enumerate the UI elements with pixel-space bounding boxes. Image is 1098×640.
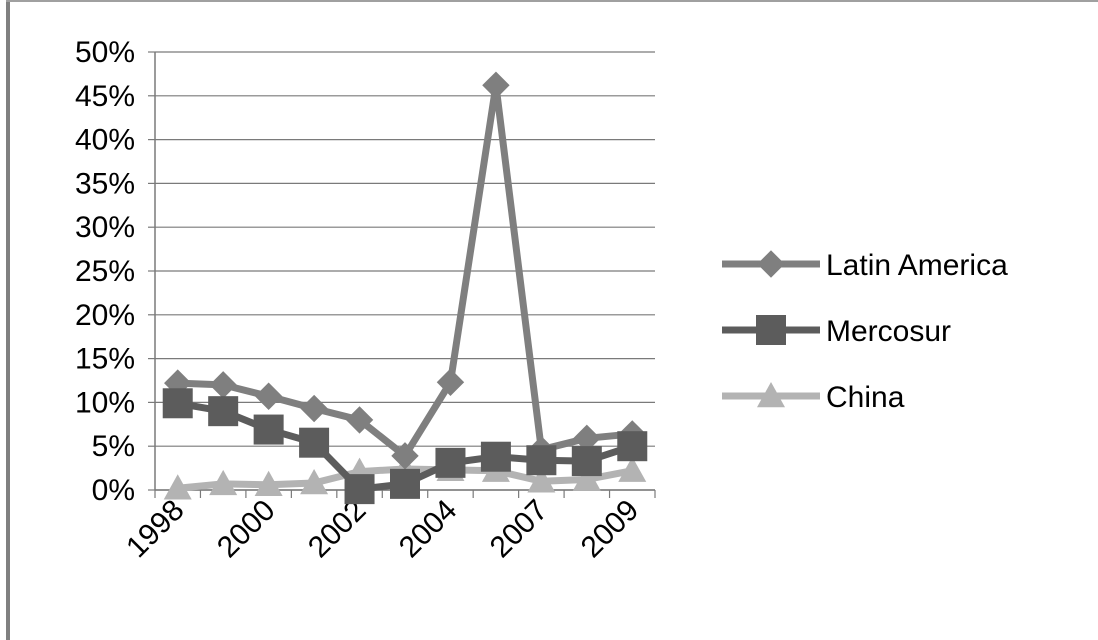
legend-marker	[757, 250, 785, 278]
y-tick-label: 40%	[75, 124, 135, 157]
y-tick-label: 45%	[75, 80, 135, 113]
data-point	[482, 71, 510, 99]
data-point	[208, 396, 239, 427]
legend-item: Latin America	[722, 249, 1008, 282]
y-tick-label: 25%	[75, 255, 135, 288]
data-point	[480, 441, 511, 472]
data-point	[436, 368, 465, 396]
data-point	[209, 469, 238, 496]
legend-marker	[757, 382, 785, 408]
data-point	[617, 431, 648, 462]
y-tick-label: 10%	[75, 386, 135, 419]
data-point	[300, 468, 329, 495]
data-point	[572, 465, 601, 491]
data-point	[299, 427, 330, 458]
legend-marker	[756, 315, 786, 345]
legend-item: China	[722, 381, 905, 414]
y-tick-label: 35%	[75, 167, 135, 200]
y-tick-label: 15%	[75, 343, 135, 376]
data-point	[571, 446, 602, 477]
x-tick-label: 2009	[575, 494, 646, 565]
legend: Latin America Mercosur China	[722, 249, 1008, 414]
y-tick-label: 50%	[75, 36, 135, 69]
data-point	[344, 474, 375, 505]
data-point	[209, 371, 237, 399]
y-axis: 0% 5% 10% 15% 20% 25% 30% 35% 40% 45% 50%	[75, 36, 156, 507]
data-point	[618, 456, 647, 482]
data-point	[526, 445, 557, 476]
data-point	[527, 467, 556, 493]
frame-top-border	[6, 0, 1098, 2]
data-point	[345, 406, 374, 434]
data-point	[300, 394, 328, 423]
x-tick-label: 2007	[484, 494, 555, 565]
legend-label: Mercosur	[826, 315, 951, 348]
frame-left-border	[6, 0, 10, 640]
legend-label: China	[826, 381, 905, 414]
plot-area	[162, 71, 648, 505]
series-mercosur	[162, 388, 648, 505]
data-point	[254, 470, 283, 496]
data-point	[254, 382, 283, 410]
data-point	[163, 474, 192, 500]
x-tick-label: 2002	[302, 494, 373, 565]
legend-item: Mercosur	[722, 315, 951, 348]
data-point	[253, 414, 284, 445]
y-tick-label: 5%	[92, 430, 135, 463]
y-tick-label: 20%	[75, 299, 135, 332]
y-tick-label: 30%	[75, 211, 135, 244]
x-tick-label: 2000	[211, 494, 282, 565]
data-point	[435, 447, 466, 478]
x-axis: 1998 2000 2002 2004 2007 2009	[120, 489, 656, 565]
data-point	[162, 388, 193, 419]
x-tick-label: 2004	[393, 494, 464, 565]
legend-label: Latin America	[826, 249, 1008, 282]
y-tick-label: 0%	[92, 474, 135, 507]
data-point	[390, 468, 420, 499]
data-point	[391, 442, 419, 470]
